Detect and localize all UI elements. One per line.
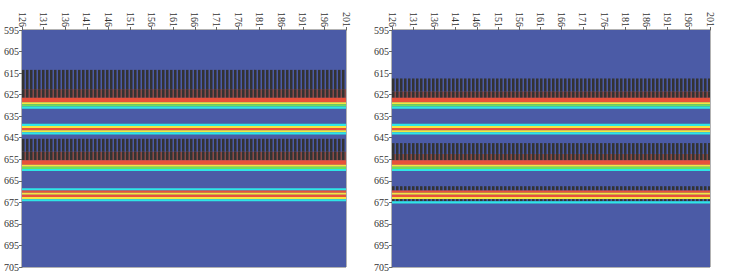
svg-text:136: 136 [60,12,71,27]
svg-text:176: 176 [233,12,244,27]
svg-text:171: 171 [577,12,588,27]
svg-text:625: 625 [4,89,19,100]
svg-text:156: 156 [146,12,157,27]
svg-text:665: 665 [4,175,19,186]
svg-text:146: 146 [471,12,482,27]
svg-text:665: 665 [374,175,389,186]
svg-text:655: 655 [374,154,389,165]
svg-text:131: 131 [408,12,419,27]
svg-text:191: 191 [662,12,673,27]
svg-text:156: 156 [514,12,525,27]
svg-text:695: 695 [374,240,389,251]
svg-text:166: 166 [189,12,200,27]
svg-text:201: 201 [341,12,352,27]
svg-text:705: 705 [374,262,389,272]
svg-text:141: 141 [450,12,461,27]
svg-text:181: 181 [620,12,631,27]
svg-text:675: 675 [4,197,19,208]
svg-text:126: 126 [387,12,398,27]
svg-text:605: 605 [374,46,389,57]
svg-text:605: 605 [4,46,19,57]
svg-text:186: 186 [641,12,652,27]
svg-text:635: 635 [374,111,389,122]
svg-text:685: 685 [374,218,389,229]
svg-text:161: 161 [168,12,179,27]
svg-text:675: 675 [374,197,389,208]
svg-text:151: 151 [493,12,504,27]
svg-text:151: 151 [125,12,136,27]
svg-text:166: 166 [556,12,567,27]
svg-text:186: 186 [276,12,287,27]
svg-text:131: 131 [38,12,49,27]
svg-text:161: 161 [535,12,546,27]
svg-text:705: 705 [4,262,19,272]
svg-text:655: 655 [4,154,19,165]
svg-text:615: 615 [374,68,389,79]
svg-text:615: 615 [4,68,19,79]
svg-text:171: 171 [211,12,222,27]
svg-text:625: 625 [374,89,389,100]
svg-text:645: 645 [4,132,19,143]
svg-text:196: 196 [319,12,330,27]
svg-text:695: 695 [4,240,19,251]
svg-text:595: 595 [4,24,19,36]
svg-text:191: 191 [297,12,308,27]
svg-text:141: 141 [81,12,92,27]
svg-text:635: 635 [4,111,19,122]
svg-text:136: 136 [429,12,440,27]
svg-text:645: 645 [374,132,389,143]
svg-text:685: 685 [4,218,19,229]
svg-text:595: 595 [374,24,389,36]
svg-text:196: 196 [683,12,694,27]
svg-text:181: 181 [254,12,265,27]
svg-text:126: 126 [17,12,28,27]
svg-text:146: 146 [103,12,114,27]
svg-text:201: 201 [705,12,716,27]
svg-text:176: 176 [599,12,610,27]
